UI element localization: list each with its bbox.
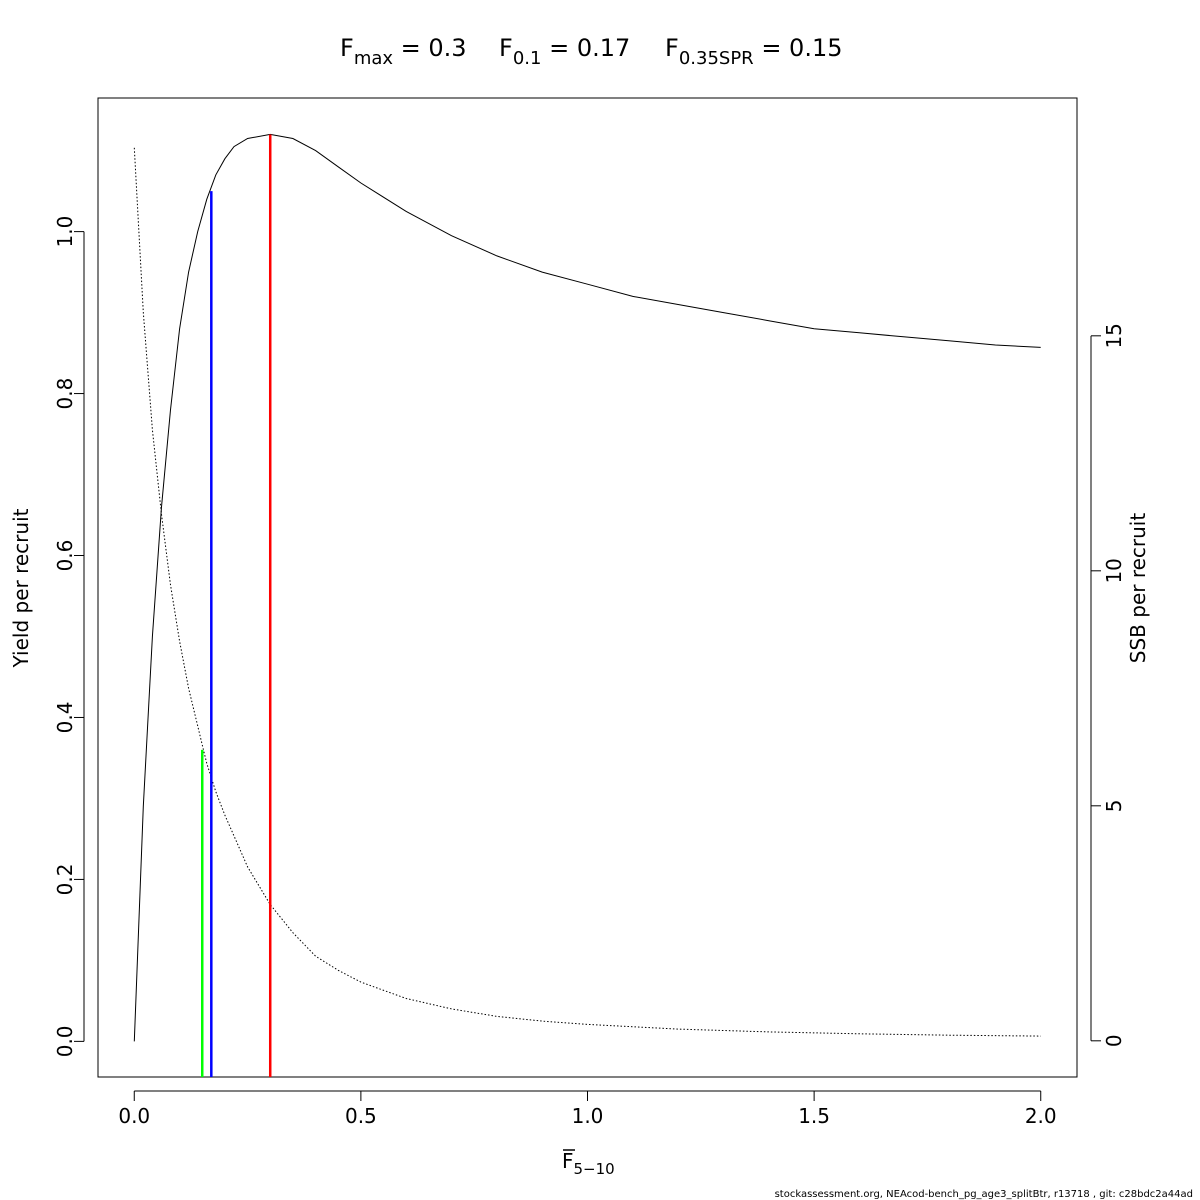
x-tick-label-1: 0.5 — [345, 1104, 377, 1128]
title-f035spr-subscript: 0.35SPR — [679, 48, 754, 69]
y-left-tick-label-5: 1.0 — [53, 216, 77, 248]
title-fmax-value: = 0.3 — [393, 34, 467, 62]
footer-text: stockassessment.org, NEAcod-bench_pg_age… — [775, 1189, 1193, 1200]
x-tick-label-2: 1.0 — [572, 1104, 604, 1128]
title-f035spr: F0.35SPR = 0.15 — [665, 34, 843, 69]
title-f01: F0.1 = 0.17 — [499, 34, 630, 69]
y-right-tick-label-1: 5 — [1102, 799, 1126, 812]
x-axis-label-subscript: 5−10 — [574, 1160, 615, 1178]
y-left-tick-label-2: 0.4 — [53, 702, 77, 734]
chart-title: Fmax = 0.3 F0.1 = 0.17 F0.35SPR = 0.15 — [340, 34, 843, 69]
y-axis-right-label: SSB per recruit — [1126, 513, 1150, 664]
title-fmax-subscript: max — [354, 48, 394, 69]
chart-marks — [133, 133, 1041, 1077]
y-axis-left-label: Yield per recruit — [9, 508, 33, 668]
y-left-tick-label-3: 0.6 — [53, 540, 77, 572]
y-left-tick-label-0: 0.0 — [53, 1025, 77, 1057]
title-f035spr-symbol: F — [665, 34, 679, 62]
y-left-tick-label-4: 0.8 — [53, 378, 77, 410]
x-tick-label-4: 2.0 — [1025, 1104, 1057, 1128]
y-left-tick-label-1: 0.2 — [53, 864, 77, 896]
x-axis-label: F5−10 — [562, 1149, 615, 1178]
plot-frame — [97, 97, 1078, 1078]
x-tick-label-0: 0.0 — [118, 1104, 150, 1128]
title-f01-subscript: 0.1 — [513, 48, 542, 69]
title-fmax: Fmax = 0.3 — [340, 34, 467, 69]
title-f035spr-value: = 0.15 — [754, 34, 843, 62]
x-axis-label-text: F5−10 — [562, 1149, 615, 1178]
title-f01-value: = 0.17 — [541, 34, 630, 62]
x-tick-label-3: 1.5 — [798, 1104, 830, 1128]
yield-per-recruit-curve — [133, 133, 1041, 1042]
x-axis-label-symbol: F — [562, 1149, 574, 1173]
title-f01-symbol: F — [499, 34, 513, 62]
y-right-tick-label-0: 0 — [1102, 1034, 1126, 1047]
y-right-tick-label-2: 10 — [1102, 558, 1126, 583]
title-fmax-symbol: F — [340, 34, 354, 62]
y-right-tick-label-3: 15 — [1102, 323, 1126, 348]
chart-axes: 0.0 0.5 1.0 1.5 2.0 0.0 0.2 0.4 0.6 0.8 1.0 0 5 10 15 — [53, 216, 1126, 1128]
